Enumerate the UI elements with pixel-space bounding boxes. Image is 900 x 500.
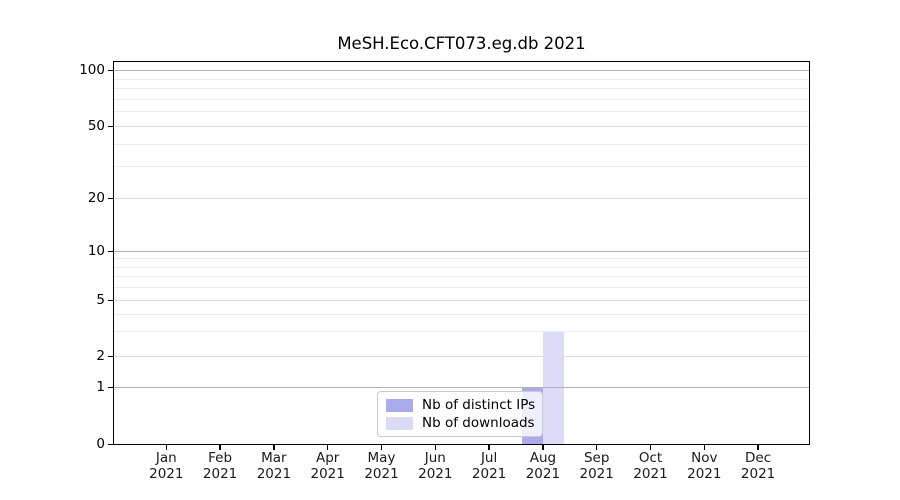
legend-label-distinct-ips: Nb of distinct IPs bbox=[422, 397, 536, 413]
x-axis: Jan 2021 Feb 2021 Mar 2021 Apr 2021 May 2021 Jun 20… bbox=[113, 61, 810, 481]
x-tick-mark-nov-2021 bbox=[703, 445, 705, 450]
y-tick-mark-1 bbox=[108, 386, 113, 388]
x-tick-label-line: 2021 bbox=[256, 465, 292, 482]
gridline-y-50 bbox=[114, 126, 809, 127]
gridlines-layer bbox=[113, 61, 810, 445]
gridline-y-8 bbox=[114, 266, 809, 268]
gridline-y-7 bbox=[114, 276, 809, 278]
x-tick-label-line: Sep bbox=[583, 450, 610, 466]
x-tick-label-sep-2021: Sep 2021 bbox=[565, 450, 629, 482]
x-tick-label-feb-2021: Feb 2021 bbox=[188, 450, 252, 482]
y-tick-mark-10 bbox=[108, 250, 113, 252]
x-tick-label-line: 2021 bbox=[364, 465, 399, 482]
x-tick-label-line: 2021 bbox=[310, 465, 345, 482]
gridline-y-4 bbox=[114, 313, 809, 315]
y-axis: 0 1 2 5 10 20 50 100 bbox=[79, 61, 810, 452]
gridline-y-2 bbox=[114, 356, 809, 357]
x-tick-label-nov-2021: Nov 2021 bbox=[672, 450, 736, 482]
x-tick-mark-jun-2021 bbox=[434, 445, 436, 450]
y-tick-label-2: 2 bbox=[96, 348, 105, 364]
gridline-y-9 bbox=[114, 258, 809, 260]
y-tick-mark-0 bbox=[108, 443, 113, 445]
y-tick-label-100: 100 bbox=[79, 62, 105, 78]
legend-swatch-distinct-ips bbox=[386, 399, 413, 412]
y-tick-label-5: 5 bbox=[96, 292, 105, 308]
bar-nb-of-downloads-aug-2021 bbox=[542, 331, 564, 445]
legend-swatch-downloads bbox=[386, 417, 413, 430]
x-tick-mark-oct-2021 bbox=[649, 445, 652, 450]
x-tick-label-aug-2021: Aug 2021 bbox=[511, 450, 575, 482]
legend-item-distinct-ips: Nb of distinct IPs bbox=[386, 397, 536, 413]
gridline-y-6 bbox=[114, 287, 809, 289]
x-tick-mark-may-2021 bbox=[380, 445, 383, 450]
gridline-y-80 bbox=[114, 88, 809, 89]
y-tick-label-20: 20 bbox=[87, 190, 105, 206]
x-tick-label-line: 2021 bbox=[740, 465, 776, 482]
chart-title: MeSH.Eco.CFT073.eg.db 2021 bbox=[337, 34, 586, 53]
x-tick-label-line: Dec bbox=[745, 450, 772, 466]
x-tick-label-line: Nov bbox=[691, 450, 718, 466]
x-tick-label-jun-2021: Jun 2021 bbox=[403, 450, 467, 482]
x-tick-mark-aug-2021 bbox=[542, 445, 544, 450]
x-tick-label-mar-2021: Mar 2021 bbox=[242, 450, 306, 482]
x-tick-label-line: Mar bbox=[261, 450, 287, 466]
x-tick-label-line: Jan bbox=[155, 450, 177, 466]
x-tick-label-oct-2021: Oct 2021 bbox=[619, 450, 683, 482]
x-tick-mark-feb-2021 bbox=[219, 445, 221, 450]
x-tick-mark-apr-2021 bbox=[327, 445, 329, 450]
x-tick-mark-jul-2021 bbox=[488, 445, 490, 450]
x-tick-label-line: Jun bbox=[424, 450, 446, 466]
x-tick-label-line: Feb bbox=[208, 450, 233, 466]
x-tick-label-line: 2021 bbox=[202, 465, 238, 482]
y-tick-label-1: 1 bbox=[96, 379, 105, 395]
x-tick-label-line: Oct bbox=[638, 450, 663, 466]
x-tick-label-line: 2021 bbox=[149, 465, 184, 482]
y-tick-mark-100 bbox=[108, 69, 113, 71]
gridline-y-1 bbox=[114, 387, 809, 388]
x-tick-label-line: Apr bbox=[316, 450, 340, 466]
gridline-y-100 bbox=[114, 70, 809, 71]
y-tick-mark-50 bbox=[108, 125, 113, 127]
gridline-y-30 bbox=[114, 166, 809, 168]
x-tick-label-line: 2021 bbox=[579, 465, 614, 482]
y-tick-label-10: 10 bbox=[87, 243, 105, 259]
x-tick-mark-sep-2021 bbox=[596, 445, 598, 450]
x-tick-label-jul-2021: Jul 2021 bbox=[457, 450, 521, 482]
gridline-y-40 bbox=[114, 143, 809, 145]
x-tick-mark-dec-2021 bbox=[757, 445, 759, 450]
gridline-y-3 bbox=[114, 331, 809, 333]
legend-item-downloads: Nb of downloads bbox=[386, 415, 535, 431]
y-tick-mark-2 bbox=[108, 355, 113, 357]
x-tick-label-line: 2021 bbox=[418, 465, 453, 482]
gridline-y-70 bbox=[114, 98, 809, 100]
y-tick-mark-5 bbox=[108, 299, 113, 301]
x-tick-label-line: 2021 bbox=[687, 465, 722, 482]
x-tick-label-line: Jul bbox=[480, 450, 498, 466]
gridline-y-20 bbox=[114, 198, 809, 199]
x-tick-label-jan-2021: Jan 2021 bbox=[134, 450, 198, 482]
legend-label-downloads: Nb of downloads bbox=[422, 415, 535, 431]
x-tick-label-dec-2021: Dec 2021 bbox=[726, 450, 790, 482]
y-tick-mark-20 bbox=[108, 197, 113, 199]
x-tick-label-line: May bbox=[367, 450, 396, 466]
x-tick-label-apr-2021: Apr 2021 bbox=[296, 450, 360, 482]
y-tick-label-0: 0 bbox=[96, 436, 105, 452]
x-tick-mark-mar-2021 bbox=[273, 445, 275, 450]
gridline-y-90 bbox=[114, 78, 809, 80]
legend: Nb of distinct IPs Nb of downloads bbox=[377, 391, 543, 437]
gridline-y-10 bbox=[114, 251, 809, 252]
x-tick-label-line: Aug bbox=[529, 450, 557, 466]
x-tick-label-may-2021: May 2021 bbox=[350, 450, 414, 482]
x-tick-label-line: 2021 bbox=[471, 465, 507, 482]
x-tick-label-line: 2021 bbox=[525, 465, 561, 482]
y-tick-label-50: 50 bbox=[87, 118, 105, 134]
x-tick-mark-jan-2021 bbox=[165, 445, 167, 450]
plot-area: 0 1 2 5 10 20 50 100 Jan 2021 Feb 2021 Mar 2021 Apr 20… bbox=[79, 61, 810, 481]
gridline-y-5 bbox=[114, 300, 809, 301]
x-tick-label-line: 2021 bbox=[633, 465, 668, 482]
gridline-y-60 bbox=[114, 111, 809, 113]
